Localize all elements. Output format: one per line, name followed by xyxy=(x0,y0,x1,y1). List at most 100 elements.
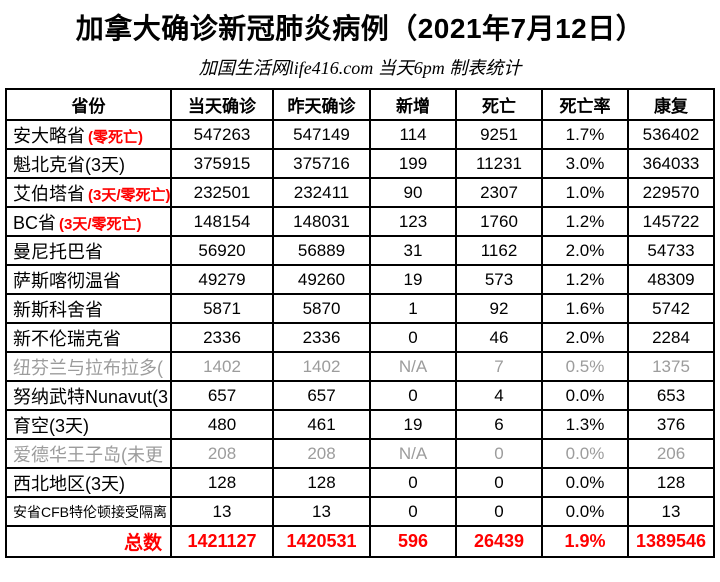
cell-recovered: 206 xyxy=(627,438,715,469)
cell-yesterday-confirmed: 1402 xyxy=(272,351,371,382)
cell-new-cases: 0 xyxy=(369,380,457,411)
cell-new-cases: 0 xyxy=(369,322,457,353)
cell-new-cases: 19 xyxy=(369,264,457,295)
cell-deaths: 9251 xyxy=(455,119,543,150)
cell-recovered: 5742 xyxy=(627,293,715,324)
cell-new-cases: 1 xyxy=(369,293,457,324)
total-today: 1421127 xyxy=(170,525,274,558)
cell-recovered: 229570 xyxy=(627,177,715,208)
cell-yesterday-confirmed: 208 xyxy=(272,438,371,469)
page-subtitle: 加国生活网life416.com 当天6pm 制表统计 xyxy=(198,58,522,78)
cell-today-confirmed: 232501 xyxy=(170,177,274,208)
cell-deaths: 0 xyxy=(455,496,543,527)
cell-today-confirmed: 480 xyxy=(170,409,274,440)
cell-yesterday-confirmed: 461 xyxy=(272,409,371,440)
table-row: 新斯科舍省 5871 5870 1 92 1.6% 5742 xyxy=(5,293,715,324)
cell-recovered: 145722 xyxy=(627,206,715,237)
province-cell: 萨斯喀彻温省 xyxy=(5,264,172,295)
cell-deaths: 6 xyxy=(455,409,543,440)
cell-yesterday-confirmed: 56889 xyxy=(272,235,371,266)
province-cell: 育空(3天) xyxy=(5,409,172,440)
cell-death-rate: 2.0% xyxy=(541,322,629,353)
cell-deaths: 4 xyxy=(455,380,543,411)
covid-cases-table: 省份 当天确诊 昨天确诊 新增 死亡 死亡率 康复 安大略省 (零死亡) 5472… xyxy=(5,88,715,558)
province-name: 萨斯喀彻温省 xyxy=(13,270,121,291)
cell-yesterday-confirmed: 547149 xyxy=(272,119,371,150)
header-today-confirmed: 当天确诊 xyxy=(170,88,274,121)
cell-new-cases: 114 xyxy=(369,119,457,150)
province-cell: 新不伦瑞克省 xyxy=(5,322,172,353)
cell-yesterday-confirmed: 13 xyxy=(272,496,371,527)
cell-recovered: 1375 xyxy=(627,351,715,382)
cell-recovered: 48309 xyxy=(627,264,715,295)
cell-death-rate: 0.0% xyxy=(541,380,629,411)
cell-today-confirmed: 128 xyxy=(170,467,274,498)
cell-death-rate: 1.0% xyxy=(541,177,629,208)
province-name: 新不伦瑞克省 xyxy=(13,328,121,349)
cell-yesterday-confirmed: 232411 xyxy=(272,177,371,208)
table-row: 爱德华王子岛(未更 208 208 N/A 0 0.0% 206 xyxy=(5,438,715,469)
province-name: 新斯科舍省 xyxy=(13,299,103,320)
cell-today-confirmed: 1402 xyxy=(170,351,274,382)
total-label: 总数 xyxy=(5,525,172,558)
cell-today-confirmed: 2336 xyxy=(170,322,274,353)
province-name: 纽芬兰与拉布拉多( xyxy=(13,357,163,378)
cell-deaths: 2307 xyxy=(455,177,543,208)
header-death-rate: 死亡率 xyxy=(541,88,629,121)
cell-today-confirmed: 5871 xyxy=(170,293,274,324)
cell-deaths: 11231 xyxy=(455,148,543,179)
province-cell: 曼尼托巴省 xyxy=(5,235,172,266)
province-name: 安大略省 xyxy=(13,125,85,146)
cell-deaths: 7 xyxy=(455,351,543,382)
table-row: 育空(3天) 480 461 19 6 1.3% 376 xyxy=(5,409,715,440)
province-note: (零死亡) xyxy=(88,128,143,146)
cell-recovered: 13 xyxy=(627,496,715,527)
total-recovered: 1389546 xyxy=(627,525,715,558)
cell-new-cases: 31 xyxy=(369,235,457,266)
cell-new-cases: 0 xyxy=(369,467,457,498)
province-name: 西北地区(3天) xyxy=(13,473,125,494)
province-name: 努纳武特Nunavut(3 xyxy=(13,386,169,407)
cell-death-rate: 1.6% xyxy=(541,293,629,324)
cell-death-rate: 1.2% xyxy=(541,206,629,237)
cell-yesterday-confirmed: 49260 xyxy=(272,264,371,295)
province-cell: 安大略省 (零死亡) xyxy=(5,119,172,150)
cell-death-rate: 1.7% xyxy=(541,119,629,150)
province-name: 安省CFB特伦顿接受隔离 xyxy=(13,503,167,520)
table-row: 新不伦瑞克省 2336 2336 0 46 2.0% 2284 xyxy=(5,322,715,353)
total-yesterday: 1420531 xyxy=(272,525,371,558)
table-row: 安大略省 (零死亡) 547263 547149 114 9251 1.7% 53… xyxy=(5,119,715,150)
province-name: BC省 xyxy=(13,212,57,233)
province-cell: BC省 (3天/零死亡) xyxy=(5,206,172,237)
header-new-cases: 新增 xyxy=(369,88,457,121)
cell-deaths: 46 xyxy=(455,322,543,353)
table-row: 努纳武特Nunavut(3 657 657 0 4 0.0% 653 xyxy=(5,380,715,411)
header-yesterday-confirmed: 昨天确诊 xyxy=(272,88,371,121)
cell-today-confirmed: 49279 xyxy=(170,264,274,295)
cell-yesterday-confirmed: 148031 xyxy=(272,206,371,237)
cell-recovered: 376 xyxy=(627,409,715,440)
cell-today-confirmed: 375915 xyxy=(170,148,274,179)
cell-death-rate: 0.5% xyxy=(541,351,629,382)
cell-recovered: 364033 xyxy=(627,148,715,179)
cell-today-confirmed: 148154 xyxy=(170,206,274,237)
table-row: 魁北克省(3天) 375915 375716 199 11231 3.0% 36… xyxy=(5,148,715,179)
cell-recovered: 653 xyxy=(627,380,715,411)
total-new: 596 xyxy=(369,525,457,558)
province-cell: 安省CFB特伦顿接受隔离 xyxy=(5,496,172,527)
province-cell: 新斯科舍省 xyxy=(5,293,172,324)
header-recovered: 康复 xyxy=(627,88,715,121)
province-name: 曼尼托巴省 xyxy=(13,241,103,262)
province-name: 魁北克省(3天) xyxy=(13,154,125,175)
total-rate: 1.9% xyxy=(541,525,629,558)
cell-death-rate: 0.0% xyxy=(541,467,629,498)
cell-new-cases: 90 xyxy=(369,177,457,208)
cell-today-confirmed: 657 xyxy=(170,380,274,411)
cell-today-confirmed: 13 xyxy=(170,496,274,527)
province-note: (3天/零死亡) xyxy=(59,215,142,233)
cell-yesterday-confirmed: 657 xyxy=(272,380,371,411)
province-cell: 艾伯塔省 (3天/零死亡) xyxy=(5,177,172,208)
cell-death-rate: 0.0% xyxy=(541,438,629,469)
cell-death-rate: 3.0% xyxy=(541,148,629,179)
